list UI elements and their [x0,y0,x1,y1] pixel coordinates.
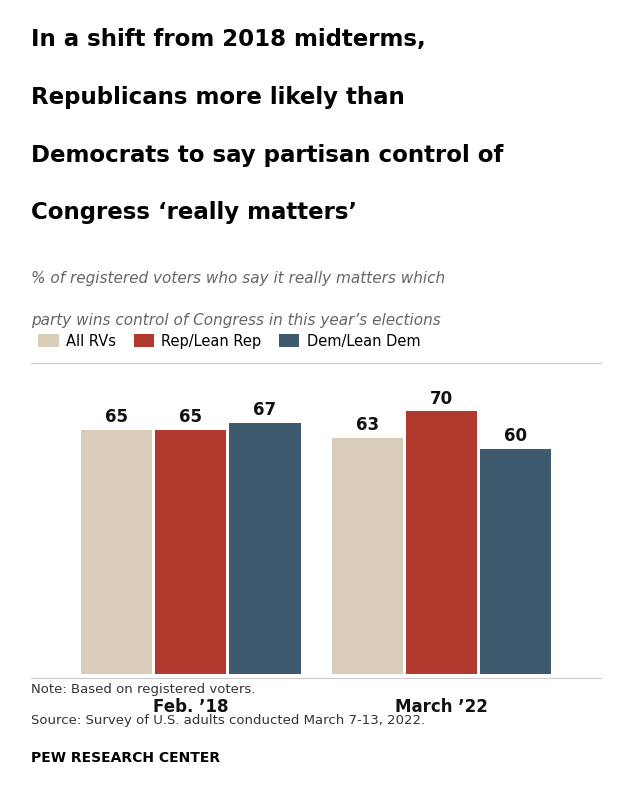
Text: 65: 65 [179,408,202,427]
Bar [229,423,301,674]
Bar [406,411,477,674]
Text: 65: 65 [105,408,128,427]
Text: party wins control of Congress in this year’s elections: party wins control of Congress in this y… [31,313,441,328]
Text: Democrats to say partisan control of: Democrats to say partisan control of [31,144,503,167]
Text: Note: Based on registered voters.: Note: Based on registered voters. [31,683,255,696]
Text: 60: 60 [504,427,528,445]
Bar [155,430,226,674]
Text: PEW RESEARCH CENTER: PEW RESEARCH CENTER [31,751,220,765]
Text: % of registered voters who say it really matters which: % of registered voters who say it really… [31,271,445,286]
Text: Republicans more likely than: Republicans more likely than [31,86,405,109]
Text: Source: Survey of U.S. adults conducted March 7-13, 2022.: Source: Survey of U.S. adults conducted … [31,714,425,727]
Text: 67: 67 [254,401,277,419]
Bar [81,430,153,674]
Text: 70: 70 [430,390,453,407]
Bar [332,438,403,674]
Text: Feb. ’18: Feb. ’18 [153,698,228,716]
Text: Congress ‘really matters’: Congress ‘really matters’ [31,201,357,225]
Bar [480,449,552,674]
Text: March ’22: March ’22 [396,698,488,716]
Text: 63: 63 [356,416,379,434]
Text: In a shift from 2018 midterms,: In a shift from 2018 midterms, [31,28,426,51]
Legend: All RVs, Rep/Lean Rep, Dem/Lean Dem: All RVs, Rep/Lean Rep, Dem/Lean Dem [38,334,420,349]
